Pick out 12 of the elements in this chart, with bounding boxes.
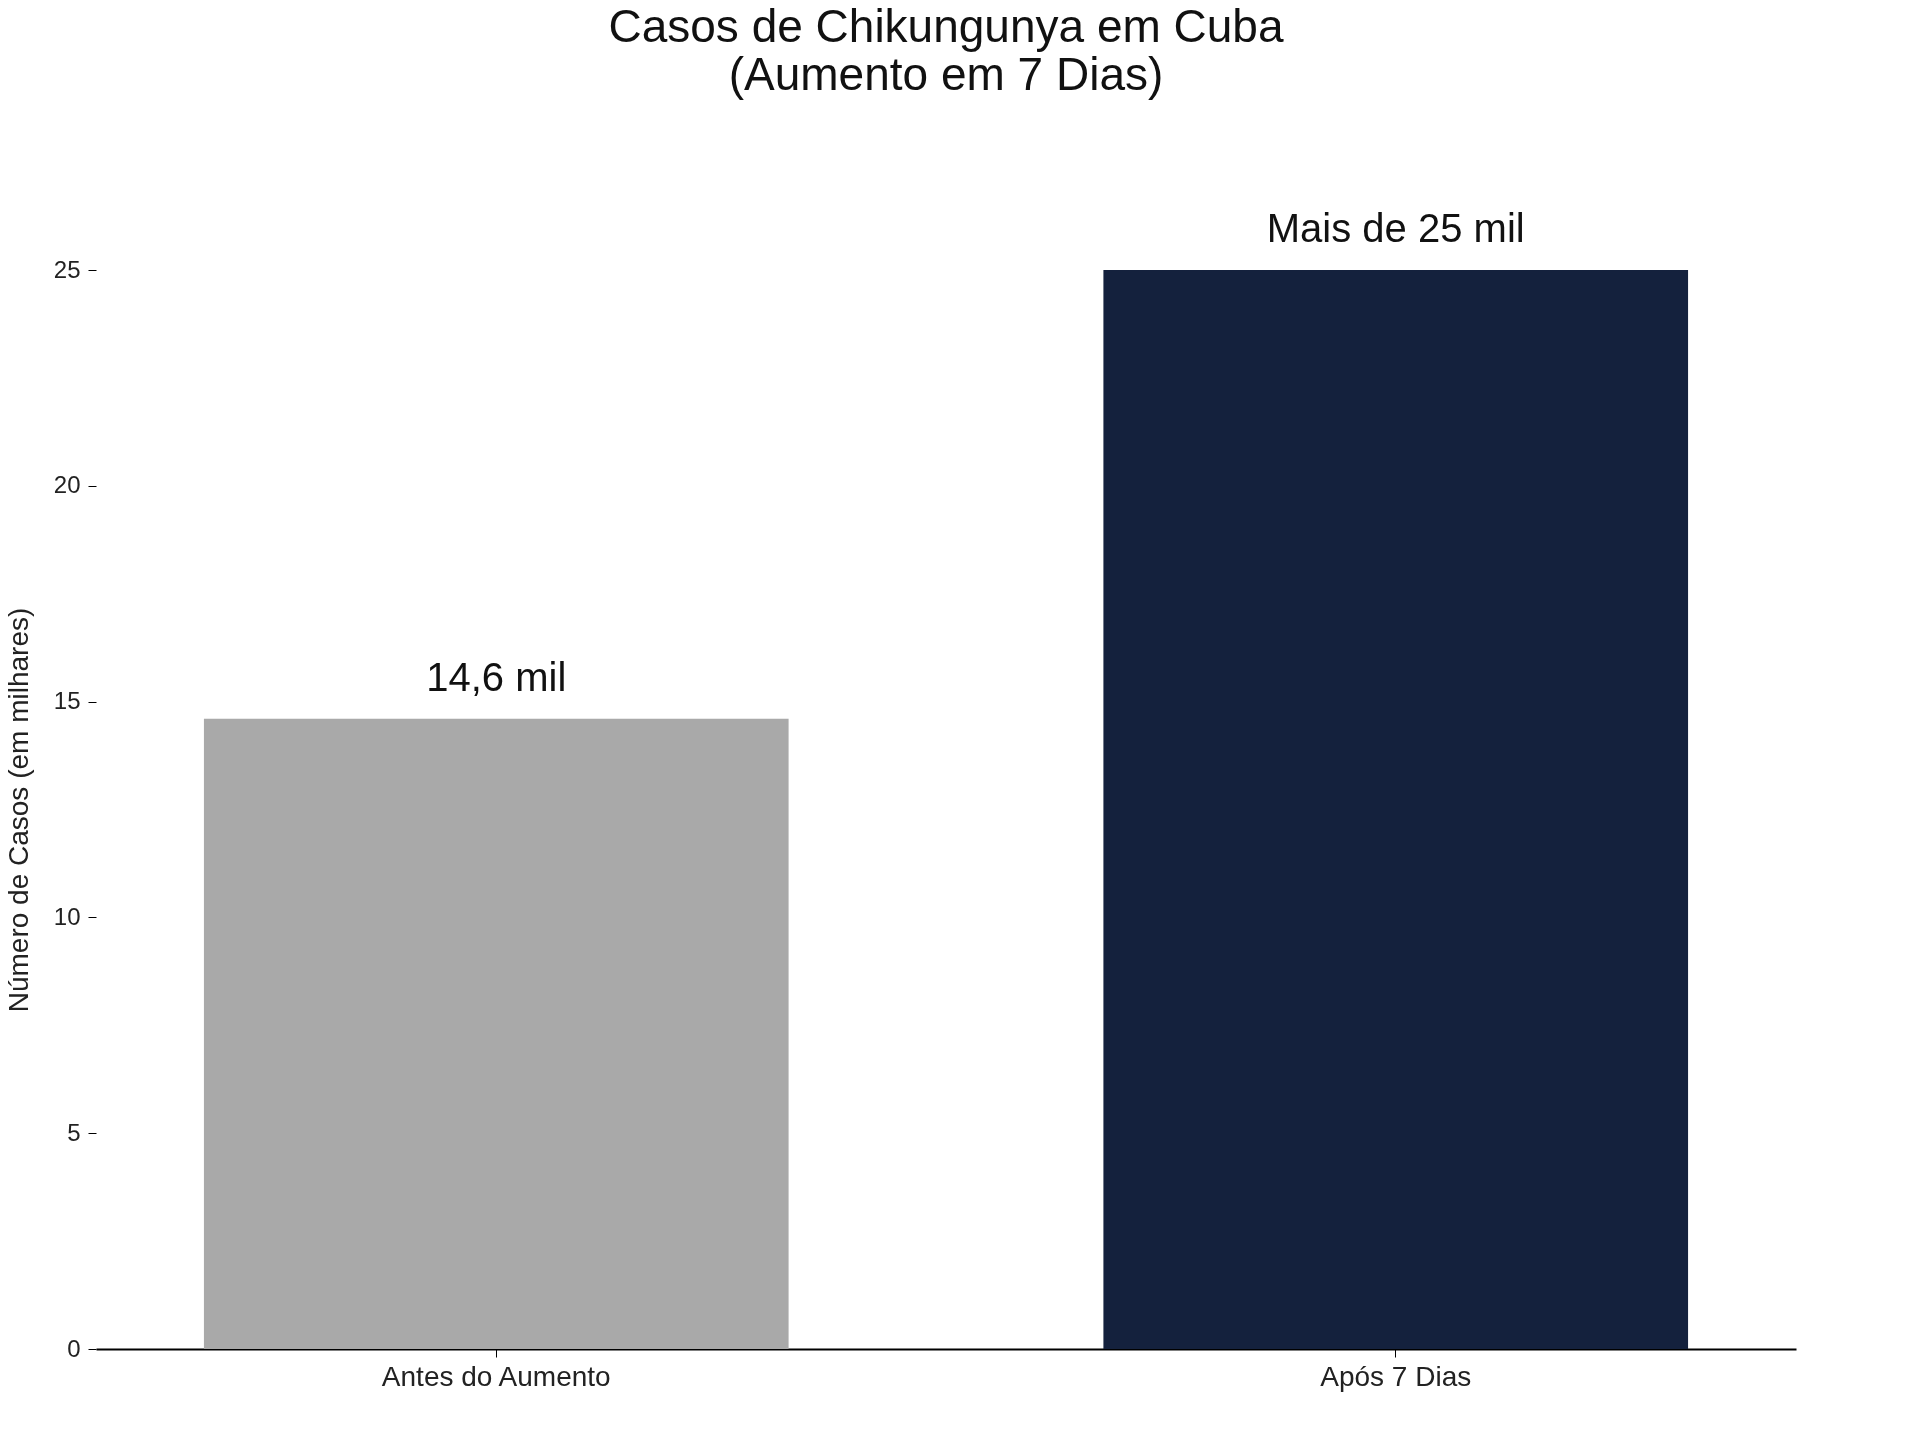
x-tick-label: Após 7 Dias (1320, 1360, 1472, 1392)
data-label: 14,6 mil (426, 654, 567, 699)
data-label: Mais de 25 mil (1266, 206, 1525, 250)
x-tick-label: Antes do Aumento (381, 1360, 611, 1392)
y-tick-label: 5 (67, 1118, 81, 1146)
text: Casos de Chikungunya em Cuba (608, 0, 1284, 52)
y-tick-label: 25 (53, 255, 81, 283)
y-axis-title: Número de Casos (em milhares) (2, 607, 34, 1013)
y-tick-label: 10 (53, 902, 81, 930)
y-tick-label: 15 (53, 687, 81, 715)
y-tick-label: 20 (53, 471, 81, 499)
y-tick-label: 0 (67, 1334, 81, 1362)
